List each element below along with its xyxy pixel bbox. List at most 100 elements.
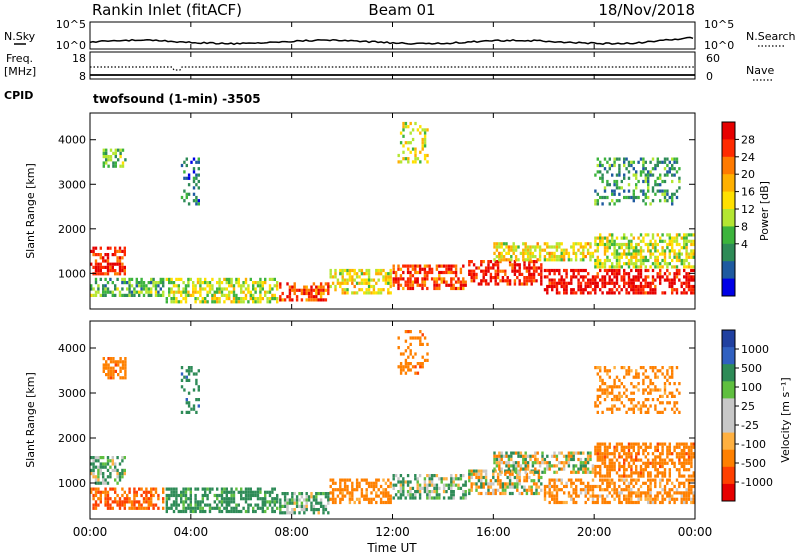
power-cell — [407, 147, 410, 151]
velocity-cell — [130, 500, 134, 504]
velocity-cell — [150, 500, 153, 504]
velocity-cell — [534, 461, 537, 465]
velocity-cell — [317, 511, 320, 515]
velocity-cell — [97, 468, 100, 472]
scale-swatch — [722, 209, 735, 227]
velocity-cell — [649, 382, 652, 386]
power-cell — [480, 260, 483, 264]
velocity-cell — [553, 478, 556, 482]
velocity-cell — [273, 497, 276, 501]
power-cell — [235, 293, 238, 297]
velocity-cell — [213, 506, 216, 510]
velocity-cell — [118, 497, 122, 501]
power-cell — [570, 288, 573, 292]
velocity-cell — [611, 398, 614, 402]
velocity-cell — [582, 461, 585, 465]
velocity-cell — [273, 503, 276, 507]
velocity-cell — [690, 455, 693, 459]
velocity-cell — [496, 488, 500, 492]
velocity-cell — [109, 487, 112, 491]
power-cell — [668, 255, 671, 259]
velocity-cell — [375, 478, 378, 482]
power-cell — [208, 290, 212, 294]
velocity-cell — [244, 487, 248, 491]
velocity-cell — [613, 464, 616, 469]
power-cell — [692, 255, 695, 259]
power-cell — [623, 284, 626, 289]
power-cell — [324, 288, 328, 292]
power-cell — [572, 272, 575, 276]
velocity-cell — [659, 464, 662, 469]
power-cell — [663, 255, 667, 259]
power-cell — [279, 285, 282, 289]
power-cell — [218, 297, 221, 301]
power-cell — [402, 134, 405, 138]
power-cell — [659, 236, 662, 240]
velocity-cell — [94, 478, 98, 482]
velocity-cell — [627, 484, 631, 489]
power-cell — [620, 252, 623, 256]
power-cell — [225, 277, 228, 281]
velocity-cell — [671, 372, 674, 376]
power-cell — [671, 202, 674, 206]
power-cell — [620, 242, 623, 247]
power-cell — [480, 282, 483, 286]
power-cell — [482, 279, 485, 283]
velocity-cell — [468, 479, 471, 483]
velocity-cell — [511, 469, 514, 473]
power-cell — [259, 293, 262, 297]
velocity-cell — [480, 475, 483, 480]
power-cell — [608, 278, 611, 282]
velocity-cell — [187, 506, 190, 510]
power-cell — [537, 272, 541, 276]
power-cell — [661, 246, 664, 250]
velocity-cell — [603, 445, 607, 449]
power-cell — [618, 291, 621, 295]
velocity-cell — [92, 487, 95, 491]
power-cell — [445, 283, 448, 287]
velocity-cell — [642, 452, 645, 456]
velocity-cell — [407, 365, 410, 369]
power-cell — [524, 248, 527, 252]
velocity-cell — [541, 454, 544, 458]
power-cell — [492, 276, 495, 280]
velocity-cell — [508, 491, 512, 496]
velocity-cell — [165, 500, 168, 504]
power-cell — [397, 264, 400, 268]
velocity-cell — [601, 494, 604, 498]
velocity-cell — [105, 360, 108, 364]
power-cell — [228, 293, 231, 297]
velocity-cell — [620, 455, 623, 459]
velocity-cell — [623, 385, 626, 389]
power-cell — [675, 236, 679, 240]
velocity-cell — [584, 457, 587, 462]
power-cell — [531, 255, 535, 259]
velocity-cell — [414, 371, 417, 375]
velocity-cell — [99, 500, 102, 504]
velocity-cell — [599, 478, 602, 482]
power-cell — [459, 267, 463, 271]
power-cell — [690, 291, 693, 295]
power-cell — [596, 265, 599, 269]
power-cell — [402, 277, 405, 281]
velocity-cell — [553, 451, 556, 455]
power-cell — [663, 157, 667, 161]
power-cell — [494, 282, 497, 286]
power-cell — [414, 150, 417, 154]
velocity-cell — [372, 481, 376, 485]
power-cell — [529, 248, 532, 252]
power-cell — [506, 279, 509, 283]
power-cell — [184, 287, 188, 291]
power-cell — [668, 249, 671, 253]
power-cell — [435, 267, 439, 271]
velocity-cell — [240, 497, 243, 501]
power-cell — [104, 272, 107, 276]
power-cell — [635, 173, 638, 177]
velocity-cell — [440, 480, 443, 484]
power-cell — [630, 288, 633, 292]
velocity-cell — [575, 494, 578, 498]
velocity-cell — [632, 471, 635, 475]
x-tick-label: 08:00 — [274, 525, 309, 539]
velocity-cell — [154, 490, 158, 494]
velocity-cell — [249, 490, 252, 494]
